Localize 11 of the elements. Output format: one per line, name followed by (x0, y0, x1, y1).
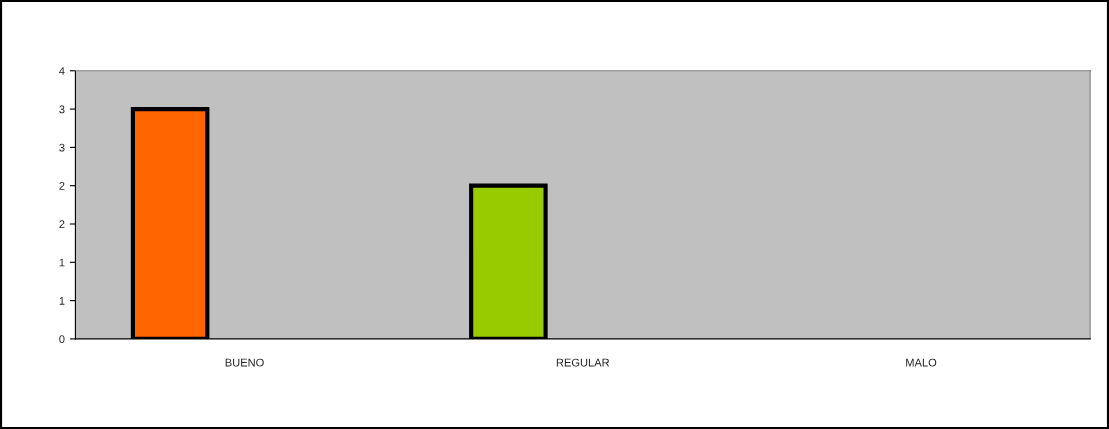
x-tick-label: REGULAR (556, 358, 610, 367)
y-tick-label: 3 (59, 143, 65, 152)
y-tick-label: 2 (59, 220, 65, 229)
y-tick-label: 3 (59, 105, 65, 114)
y-tick-label: 0 (59, 335, 65, 344)
y-tick-label: 1 (59, 258, 65, 267)
y-tick-label: 1 (59, 296, 65, 305)
y-tick-label: 2 (59, 181, 65, 190)
y-tick-label: 4 (59, 67, 65, 75)
x-tick-label: MALO (906, 358, 937, 367)
x-tick-label: BUENO (225, 358, 264, 367)
